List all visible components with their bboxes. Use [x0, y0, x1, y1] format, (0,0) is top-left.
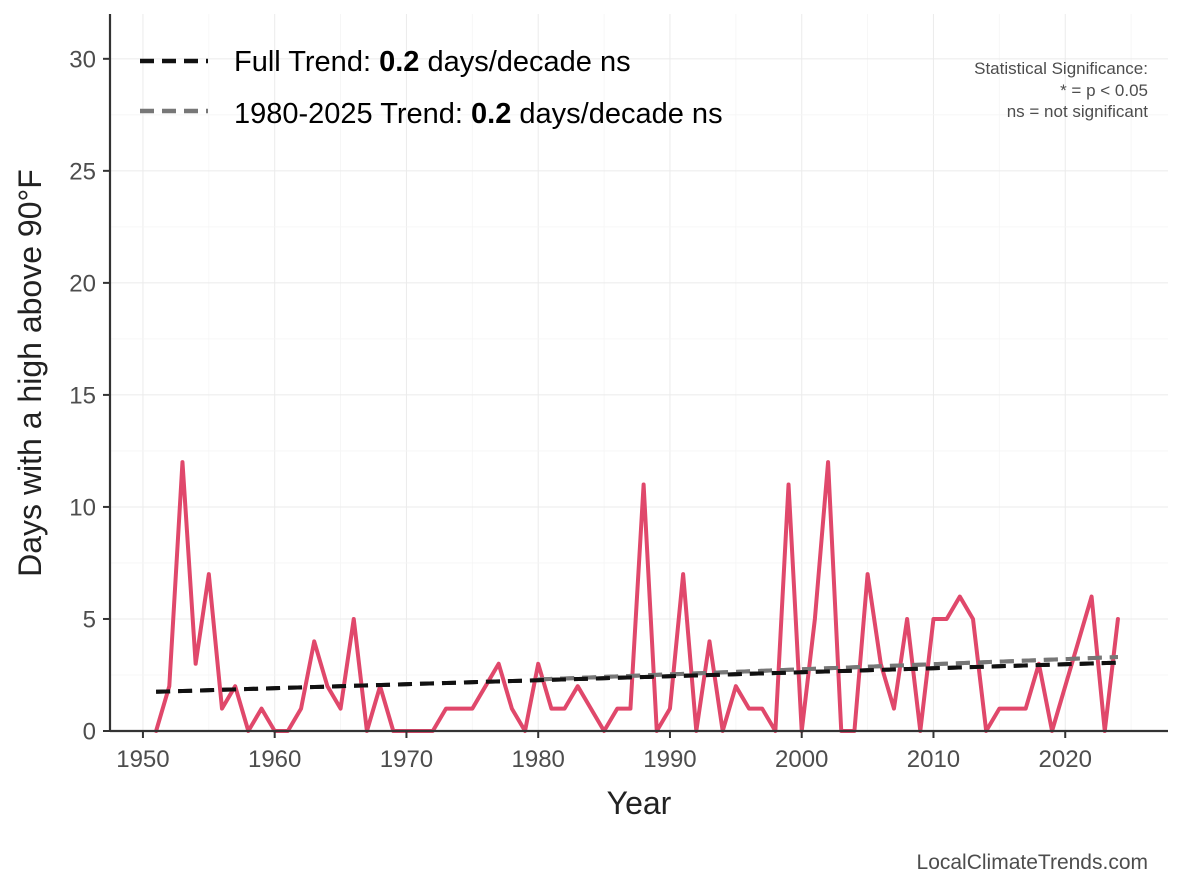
x-tick-label: 1990: [643, 746, 696, 773]
x-tick-label: 2010: [907, 746, 960, 773]
significance-note: Statistical Significance: * = p < 0.05 n…: [974, 59, 1148, 121]
x-tick-label: 1950: [116, 746, 169, 773]
y-tick-label: 25: [69, 158, 96, 185]
y-axis-title: Days with a high above 90°F: [12, 169, 48, 577]
y-tick-label: 30: [69, 46, 96, 73]
significance-title: Statistical Significance:: [974, 59, 1148, 78]
x-tick-label: 1960: [248, 746, 301, 773]
legend: Full Trend: 0.2 days/decade ns 1980-2025…: [140, 46, 723, 130]
data-series: [154, 460, 1120, 733]
y-tick-label: 10: [69, 494, 96, 521]
x-ticks: 1950 1960 1970 1980 1990 2000 2010 2020: [116, 731, 1092, 773]
significance-ns-line: ns = not significant: [1007, 102, 1149, 121]
legend-1980-trend-label: 1980-2025 Trend: 0.2 days/decade ns: [234, 98, 723, 130]
y-tick-label: 0: [83, 719, 96, 746]
y-ticks: 0 5 10 15 20 25 30: [69, 46, 110, 746]
x-axis-title: Year: [607, 785, 672, 821]
x-tick-label: 2020: [1039, 746, 1092, 773]
legend-full-trend-label: Full Trend: 0.2 days/decade ns: [234, 46, 631, 78]
y-tick-label: 20: [69, 270, 96, 297]
series-line: [154, 460, 1120, 733]
x-tick-label: 1970: [380, 746, 433, 773]
site-credit: LocalClimateTrends.com: [917, 851, 1148, 874]
x-tick-label: 1980: [512, 746, 565, 773]
axes: [108, 14, 1168, 733]
y-tick-label: 5: [83, 606, 96, 633]
trend-1980-2025-line-overlay: [538, 655, 1119, 682]
x-tick-label: 2000: [775, 746, 828, 773]
y-tick-label: 15: [69, 382, 96, 409]
significance-p-line: * = p < 0.05: [1060, 81, 1148, 100]
full-trend-line-overlay: [156, 660, 1118, 694]
